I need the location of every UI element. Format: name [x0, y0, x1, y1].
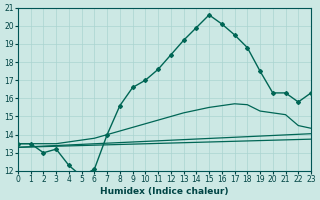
X-axis label: Humidex (Indice chaleur): Humidex (Indice chaleur): [100, 187, 229, 196]
